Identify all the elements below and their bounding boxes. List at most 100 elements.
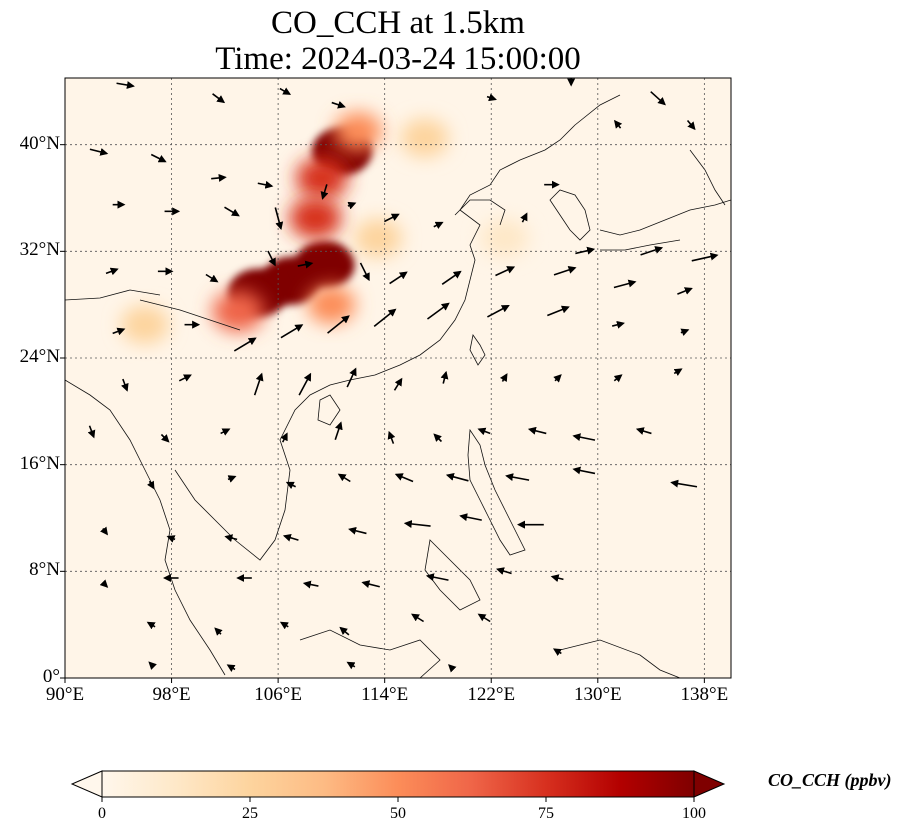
wind-arrow xyxy=(302,580,319,589)
wind-arrow xyxy=(673,368,683,376)
wind-arrow xyxy=(433,433,443,443)
wind-arrow xyxy=(426,302,450,320)
wind-arrow xyxy=(297,260,314,269)
wind-arrow xyxy=(282,533,299,542)
wind-arrow xyxy=(440,370,449,384)
colorbar-tick-label: 75 xyxy=(538,805,554,822)
wind-arrow xyxy=(640,246,664,256)
wind-arrow xyxy=(99,579,109,588)
map-frame xyxy=(64,77,732,679)
colorbar-extend-low xyxy=(70,770,103,798)
colorbar-tick-label: 100 xyxy=(682,805,706,822)
wind-arrow xyxy=(553,374,562,383)
lon-tick-label: 114°E xyxy=(361,684,409,705)
wind-arrow xyxy=(389,271,408,285)
wind-arrow xyxy=(441,270,462,285)
colorbar-tick-label: 25 xyxy=(242,805,258,822)
wind-arrow xyxy=(553,266,577,276)
wind-arrow xyxy=(477,427,491,436)
wind-arrow xyxy=(337,473,351,483)
wind-arrow xyxy=(686,119,696,131)
wind-arrow xyxy=(520,212,528,223)
wind-arrow xyxy=(146,621,156,630)
wind-arrow xyxy=(486,93,497,102)
wind-arrow xyxy=(387,430,396,444)
wind-arrow xyxy=(224,534,238,543)
lon-tick-label: 106°E xyxy=(254,684,302,705)
co-plume-12 xyxy=(480,218,529,258)
map-timestamp: Time: 2024-03-24 15:00:00 xyxy=(215,41,581,77)
wind-arrow xyxy=(477,613,491,623)
wind-arrow xyxy=(448,664,457,673)
colorbar xyxy=(70,770,726,802)
wind-arrow xyxy=(383,213,400,223)
colorbar-extend-high xyxy=(693,770,726,798)
wind-arrow xyxy=(433,221,444,230)
wind-arrow xyxy=(150,153,167,163)
wind-arrow xyxy=(160,433,170,443)
lon-tick-label: 138°E xyxy=(680,684,729,705)
co-plume-5 xyxy=(289,197,342,239)
wind-arrow xyxy=(677,287,693,295)
wind-arrow xyxy=(611,320,625,329)
colorbar-label: CO_CCH (ppbv) xyxy=(768,770,892,790)
co-plume-2 xyxy=(294,240,355,289)
wind-arrow xyxy=(499,373,508,383)
wind-arrow xyxy=(445,472,469,482)
wind-arrow xyxy=(487,304,510,318)
wind-arrow xyxy=(253,372,264,396)
map-title: CO_CCH at 1.5km xyxy=(271,5,525,41)
wind-arrow xyxy=(691,252,719,262)
wind-arrow xyxy=(394,473,414,483)
wind-arrow xyxy=(552,648,562,656)
wind-arrow xyxy=(211,173,227,182)
co-plume-4 xyxy=(296,157,349,199)
wind-arrow xyxy=(279,621,289,630)
wind-arrow xyxy=(280,324,304,339)
wind-arrow xyxy=(393,377,403,391)
wind-arrow xyxy=(346,367,357,388)
co-plume-8 xyxy=(400,118,449,158)
wind-arrow xyxy=(550,574,564,583)
wind-arrow xyxy=(680,328,690,337)
co-plume-10 xyxy=(120,305,169,344)
lat-tick-label: 16°N xyxy=(19,452,60,474)
wind-arrow xyxy=(279,87,292,95)
wind-arrow xyxy=(403,519,431,528)
colorbar-gradient xyxy=(102,771,694,797)
wind-arrow xyxy=(373,308,397,328)
co-plume-11 xyxy=(354,218,403,258)
wind-arrow xyxy=(527,426,547,435)
colorbar-tick-label: 0 xyxy=(98,805,106,822)
lat-tick-label: 24°N xyxy=(19,346,60,367)
lat-tick-label: 40°N xyxy=(19,132,60,154)
wind-arrow xyxy=(112,327,126,336)
wind-arrow xyxy=(100,526,109,536)
co-plume-7 xyxy=(212,290,265,333)
wind-arrow xyxy=(214,627,223,636)
wind-arrow xyxy=(361,580,380,588)
wind-arrow xyxy=(205,273,219,283)
wind-arrow xyxy=(105,267,119,276)
wind-arrow xyxy=(411,613,425,623)
wind-arrow xyxy=(670,479,698,488)
wind-arrow xyxy=(233,337,257,352)
wind-arrow xyxy=(146,480,155,490)
wind-arrow xyxy=(572,466,596,475)
wind-arrow xyxy=(89,148,109,156)
wind-arrow xyxy=(220,428,231,436)
wind-arrow xyxy=(212,93,226,104)
lat-tick-label: 8°N xyxy=(29,559,60,581)
wind-arrow xyxy=(613,119,623,129)
wind-arrow xyxy=(359,262,370,282)
wind-arrow xyxy=(635,427,652,435)
wind-arrow xyxy=(331,100,346,109)
wind-arrow xyxy=(121,378,129,392)
wind-arrow xyxy=(320,184,329,200)
wind-arrow xyxy=(575,246,596,255)
wind-arrow xyxy=(280,432,288,443)
lat-tick-label: 0° xyxy=(42,666,60,687)
wind-arrow xyxy=(148,661,157,670)
lon-tick-label: 130°E xyxy=(573,684,622,705)
